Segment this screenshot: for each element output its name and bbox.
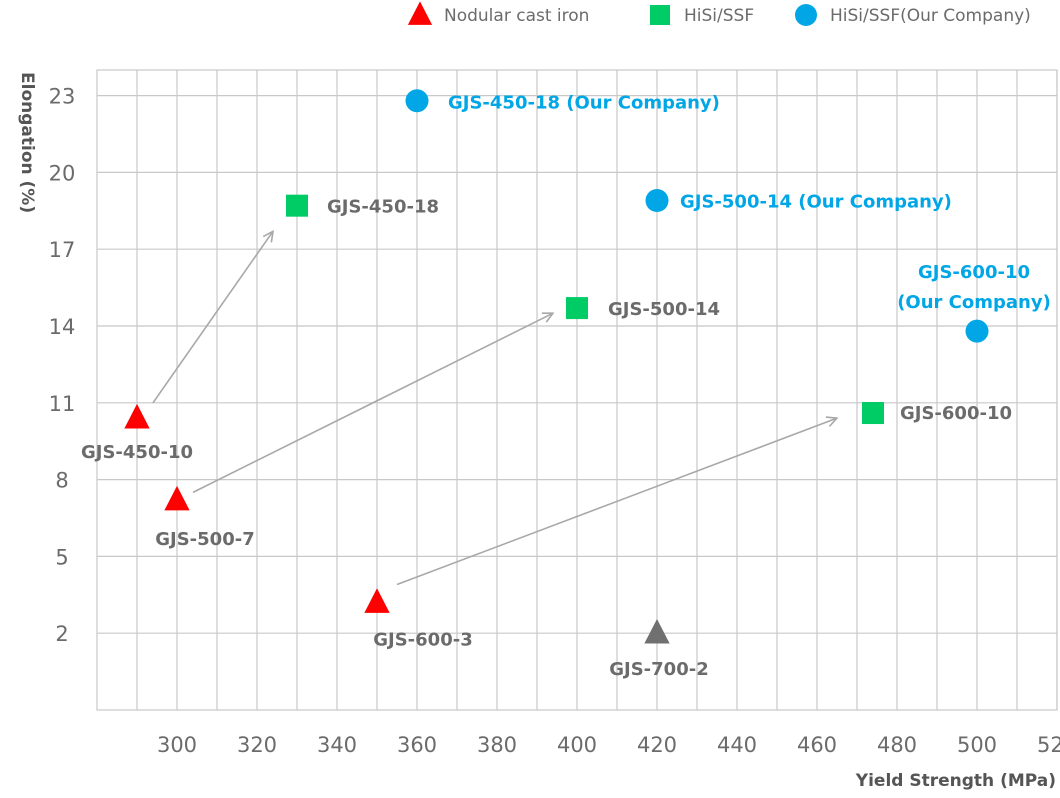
y-tick-label: 14 xyxy=(49,315,76,339)
point-label: GJS-600-10 xyxy=(918,262,1030,283)
circle-marker xyxy=(645,189,669,213)
legend: Nodular cast iron HiSi/SSF HiSi/SSF(Our Co… xyxy=(407,1,1031,26)
legend-label: HiSi/SSF xyxy=(684,6,754,26)
y-axis-title: Elongation (%) xyxy=(17,72,37,213)
legend-circle-icon xyxy=(795,4,817,26)
circle-marker xyxy=(405,89,429,113)
y-tick-label: 2 xyxy=(55,622,68,646)
point-label: GJS-500-14 xyxy=(608,299,720,320)
x-tick-label: 380 xyxy=(477,733,517,757)
trend-arrow xyxy=(152,231,273,404)
tick-labels: 300 320 340 360 380 400 420 440 460 480 500 520 2 5 8 1… xyxy=(49,85,1060,757)
point-label: GJS-600-10 xyxy=(900,403,1012,424)
square-marker xyxy=(286,194,308,217)
legend-label: Nodular cast iron xyxy=(444,6,589,26)
x-tick-label: 420 xyxy=(637,733,677,757)
legend-square-icon xyxy=(650,5,670,25)
x-tick-label: 400 xyxy=(557,733,597,757)
x-tick-label: 320 xyxy=(237,733,277,757)
y-tick-label: 17 xyxy=(49,238,76,262)
legend-triangle-icon xyxy=(407,1,433,25)
x-tick-label: 480 xyxy=(877,733,917,757)
point-label: (Our Company) xyxy=(897,292,1051,313)
point-label: GJS-450-18 (Our Company) xyxy=(448,93,720,114)
point-label: GJS-500-7 xyxy=(155,529,254,550)
y-tick-label: 5 xyxy=(55,545,68,569)
point-labels: GJS-450-10 GJS-500-7 GJS-600-3 GJS-450-18 GJ… xyxy=(81,93,1051,680)
data-points xyxy=(124,89,989,644)
square-marker xyxy=(862,402,884,425)
x-tick-label: 500 xyxy=(957,733,997,757)
y-tick-label: 11 xyxy=(49,392,76,416)
triangle-marker xyxy=(124,403,150,429)
x-tick-label: 300 xyxy=(157,733,197,757)
y-tick-label: 20 xyxy=(49,161,76,185)
triangle-marker xyxy=(644,618,670,644)
x-axis-title: Yield Strength (MPa) xyxy=(855,771,1056,791)
triangle-marker xyxy=(164,485,190,511)
trend-arrow xyxy=(396,418,837,586)
grid-lines xyxy=(96,69,1058,711)
y-tick-label: 23 xyxy=(49,85,76,109)
circle-marker xyxy=(965,319,989,343)
arrows xyxy=(152,231,837,586)
legend-label: HiSi/SSF(Our Company) xyxy=(830,6,1031,26)
point-label: GJS-450-10 xyxy=(81,442,193,463)
point-label: GJS-700-2 xyxy=(609,659,708,680)
trend-arrow xyxy=(192,313,553,494)
x-tick-label: 440 xyxy=(717,733,757,757)
x-tick-label: 520 xyxy=(1037,733,1060,757)
x-tick-label: 360 xyxy=(397,733,437,757)
x-tick-label: 460 xyxy=(797,733,837,757)
y-tick-label: 8 xyxy=(55,469,68,493)
point-label: GJS-450-18 xyxy=(327,197,439,218)
square-marker xyxy=(566,297,588,320)
point-label: GJS-500-14 (Our Company) xyxy=(680,192,952,213)
x-tick-label: 340 xyxy=(317,733,357,757)
triangle-marker xyxy=(364,588,390,613)
point-label: GJS-600-3 xyxy=(373,629,472,650)
